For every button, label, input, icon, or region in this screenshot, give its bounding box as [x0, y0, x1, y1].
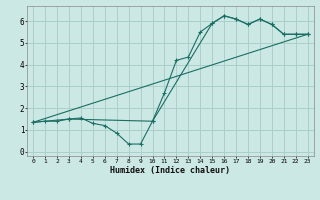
X-axis label: Humidex (Indice chaleur): Humidex (Indice chaleur) [110, 166, 230, 175]
